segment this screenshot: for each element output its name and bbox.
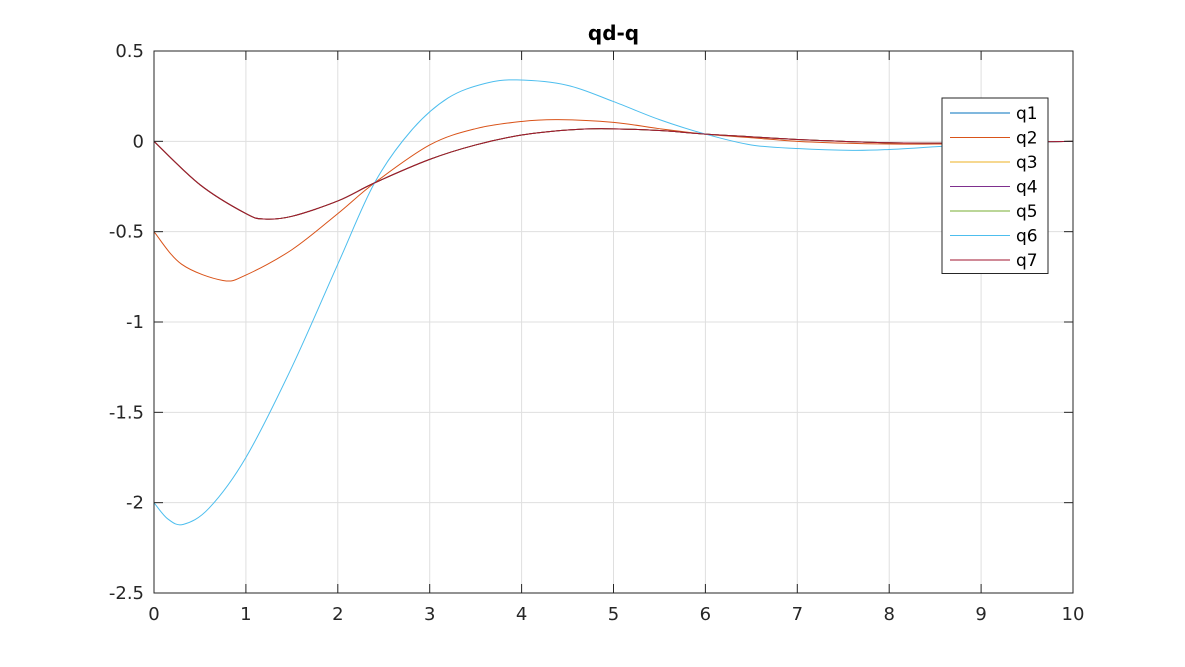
legend-label: q6 <box>1016 227 1038 247</box>
legend-label: q4 <box>1016 178 1038 198</box>
x-tick-labels: 0 1 2 3 4 5 6 7 8 9 10 <box>148 604 1084 625</box>
y-tick-label: 0 <box>133 131 144 152</box>
x-tick-label: 1 <box>240 604 251 625</box>
x-tick-label: 3 <box>424 604 435 625</box>
x-tick-label: 8 <box>883 604 894 625</box>
legend-label: q7 <box>1016 251 1038 271</box>
y-tick-label: -2 <box>126 493 144 514</box>
x-tick-label: 10 <box>1062 604 1085 625</box>
series-line-q6 <box>153 79 1074 526</box>
y-tick-label: -1.5 <box>109 402 144 423</box>
x-tick-label: 0 <box>148 604 159 625</box>
x-tick-label: 4 <box>516 604 527 625</box>
y-tick-label: -2.5 <box>109 583 144 604</box>
series-line-q7 <box>153 128 1074 220</box>
y-tick-labels: 0.5 0 -0.5 -1 -1.5 -2 -2.5 <box>109 41 144 604</box>
y-tick-label: -0.5 <box>109 222 144 243</box>
legend-label: q5 <box>1016 202 1038 222</box>
series-layer <box>153 79 1074 526</box>
chart-title: qd-q <box>588 21 639 45</box>
legend-label: q3 <box>1016 153 1038 173</box>
axis-ticks <box>153 50 1074 594</box>
x-tick-label: 2 <box>332 604 343 625</box>
x-tick-label: 9 <box>975 604 986 625</box>
legend-label: q1 <box>1016 104 1038 124</box>
legend-label: q2 <box>1016 129 1038 149</box>
series-line-q2 <box>153 119 1074 282</box>
y-tick-label: -1 <box>126 312 144 333</box>
x-tick-label: 7 <box>792 604 803 625</box>
legend: q1 q2 q3 q4 q5 q6 q7 <box>941 97 1049 274</box>
legend-box <box>941 97 1049 274</box>
x-tick-label: 5 <box>608 604 619 625</box>
y-tick-label: 0.5 <box>115 41 144 62</box>
x-tick-label: 6 <box>700 604 711 625</box>
